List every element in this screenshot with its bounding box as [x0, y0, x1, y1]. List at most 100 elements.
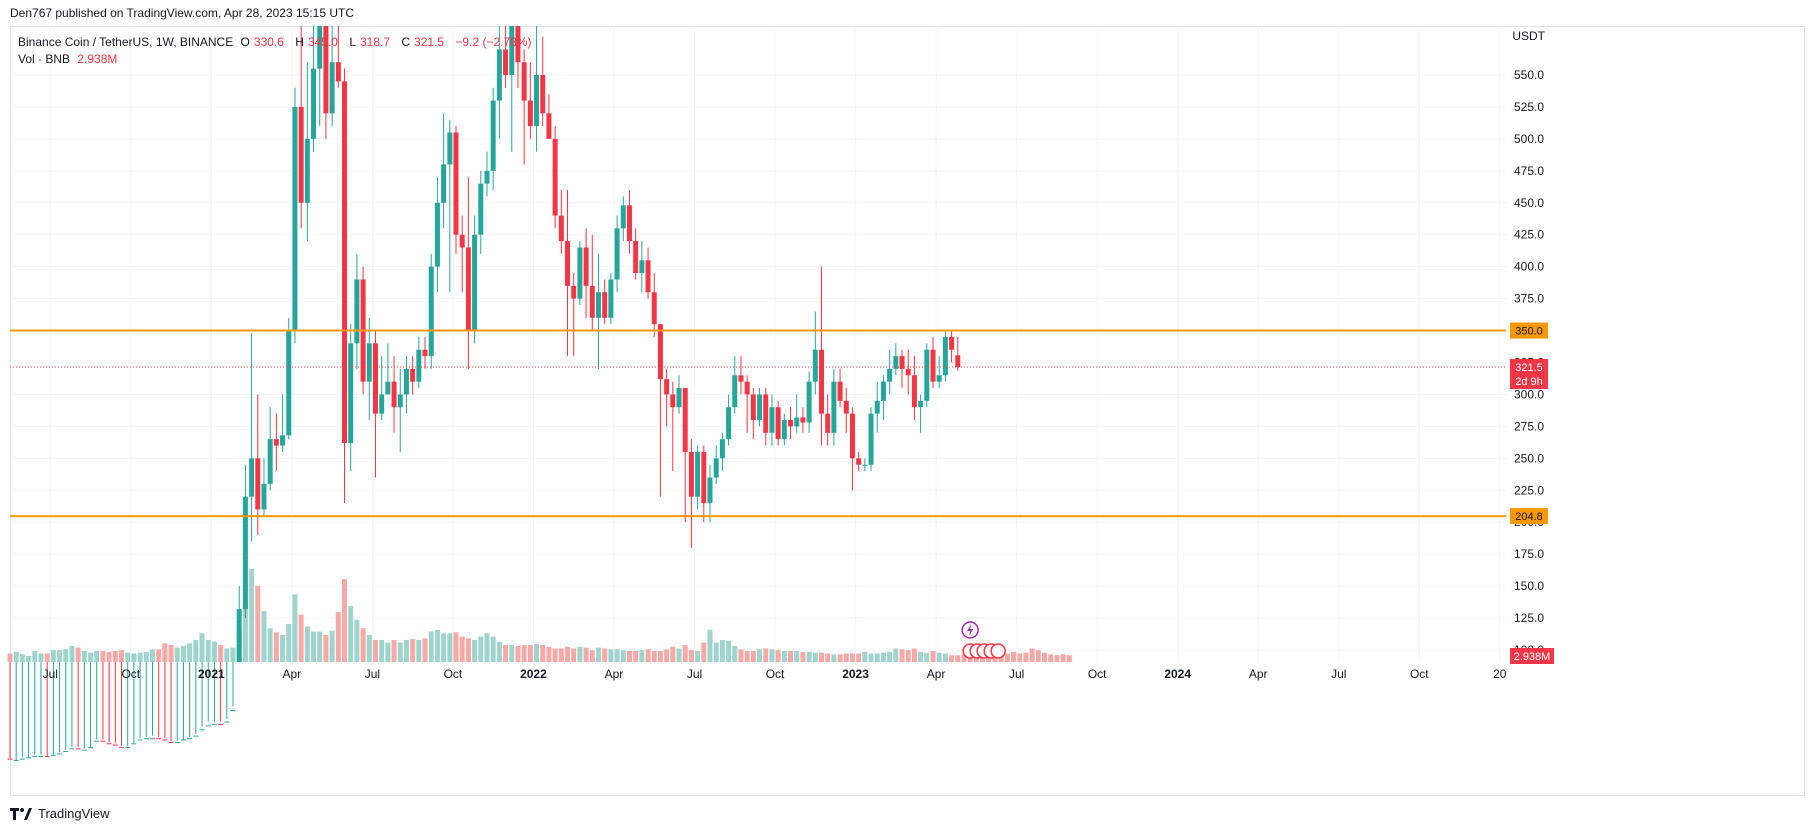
- volume-bar: [298, 614, 304, 662]
- volume-bar: [447, 633, 453, 662]
- candle-body: [893, 356, 899, 369]
- volume-bar: [410, 639, 416, 662]
- volume-bar: [156, 649, 162, 662]
- volume-bar: [1048, 654, 1054, 662]
- volume-bar: [775, 650, 781, 662]
- candle-body: [156, 738, 162, 740]
- x-tick-label: 20: [1493, 667, 1507, 681]
- legend-symbol[interactable]: Binance Coin / TetherUS, 1W, BINANCE: [18, 35, 234, 49]
- candle-body: [577, 247, 583, 299]
- x-tick-label: Oct: [766, 667, 785, 681]
- volume-bar: [249, 568, 255, 662]
- volume-bar: [806, 651, 812, 662]
- candle-body: [403, 368, 409, 395]
- y-tick-label: 375.0: [1514, 292, 1544, 306]
- candle-body: [620, 205, 626, 229]
- volume-bar: [595, 647, 601, 662]
- volume-bar: [602, 648, 608, 662]
- volume-bar: [837, 654, 843, 662]
- tradingview-logo-icon[interactable]: [10, 807, 32, 820]
- volume-bar: [565, 646, 571, 662]
- candle-body: [726, 407, 732, 440]
- volume-bar: [459, 636, 465, 662]
- candle-body: [831, 381, 837, 433]
- volume-bar: [744, 651, 750, 662]
- volume-bar: [434, 629, 440, 662]
- volume-bar: [490, 636, 496, 662]
- legend-volume-label[interactable]: Vol · BNB: [18, 52, 71, 66]
- volume-bar: [509, 645, 515, 662]
- candle-body: [50, 754, 56, 756]
- candle-body: [775, 407, 781, 440]
- candle-body: [688, 451, 694, 497]
- volume-bar: [583, 647, 589, 662]
- volume-bar: [242, 602, 248, 662]
- candle-body: [942, 336, 948, 376]
- y-tick-label: 475.0: [1514, 164, 1544, 178]
- candle-body: [143, 738, 149, 740]
- x-tick-label: 2023: [842, 667, 869, 681]
- x-tick-label: Jul: [365, 667, 380, 681]
- volume-bar: [893, 648, 899, 662]
- volume-bar: [44, 653, 50, 662]
- volume-bar: [670, 646, 676, 662]
- legend-ohlc-row: Binance Coin / TetherUS, 1W, BINANCE O 33…: [18, 34, 535, 51]
- candle-body: [738, 375, 744, 382]
- candle-body: [806, 381, 812, 423]
- candle-body: [472, 234, 478, 331]
- footer-brand[interactable]: TradingView: [38, 806, 110, 821]
- candle-body: [645, 260, 651, 293]
- volume-bar: [961, 654, 967, 662]
- candle-body: [292, 106, 298, 331]
- x-tick-label: Jul: [1009, 667, 1024, 681]
- volume-bar: [63, 649, 69, 662]
- candle-body: [496, 49, 502, 101]
- volume-bar: [905, 650, 911, 662]
- volume-bar: [372, 640, 378, 662]
- volume-bar: [862, 651, 868, 662]
- y-tick-label: 250.0: [1514, 451, 1544, 465]
- volume-bar: [478, 636, 484, 662]
- volume-bar: [38, 653, 44, 662]
- volume-bar: [781, 651, 787, 662]
- volume-bar: [224, 648, 230, 662]
- x-tick-label: Oct: [121, 667, 140, 681]
- candle-body: [856, 458, 862, 465]
- candle-body: [397, 394, 403, 408]
- volume-bar: [1023, 652, 1029, 662]
- volume-bar: [205, 640, 211, 662]
- x-tick-label: Oct: [1088, 667, 1107, 681]
- volume-bar: [664, 649, 670, 662]
- x-tick-label: Apr: [283, 667, 302, 681]
- volume-bar: [428, 631, 434, 662]
- candle-body: [503, 49, 509, 75]
- x-tick-label: Apr: [927, 667, 946, 681]
- volume-bar: [230, 647, 236, 662]
- economic-event-flag-icon: [990, 643, 1006, 659]
- volume-bar: [868, 653, 874, 662]
- candle-body: [218, 724, 224, 726]
- x-tick-label: 2024: [1164, 667, 1191, 681]
- candle-body: [69, 748, 75, 750]
- candle-body: [366, 343, 372, 382]
- candle-body: [837, 381, 843, 401]
- candle-body: [546, 113, 552, 139]
- volume-bar: [125, 652, 131, 662]
- volume-bar: [911, 648, 917, 662]
- volume-bar: [676, 648, 682, 662]
- candle-body: [949, 336, 955, 350]
- candle-body: [757, 394, 763, 420]
- volume-bar: [193, 640, 199, 662]
- candle-body: [540, 75, 546, 114]
- volume-bar: [465, 638, 471, 662]
- candle-body: [707, 477, 713, 504]
- volume-bar: [918, 651, 924, 662]
- candle-body: [428, 266, 434, 357]
- legend-close: C 321.5: [401, 35, 445, 49]
- candle-body: [224, 721, 230, 723]
- volume-bar: [657, 651, 663, 662]
- candle-body: [484, 170, 490, 184]
- volume-bar: [639, 650, 645, 662]
- candle-body: [193, 735, 199, 737]
